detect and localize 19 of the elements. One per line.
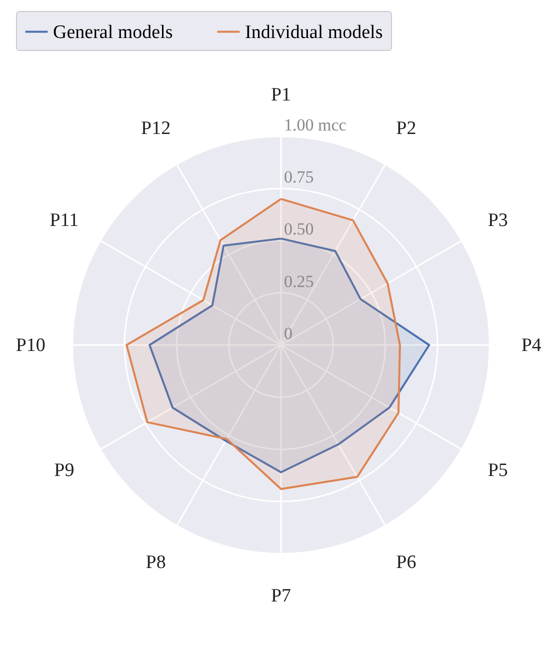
spoke-label: P8	[146, 552, 166, 573]
spoke-label: P10	[16, 335, 46, 356]
y-tick-label: 0.50	[284, 220, 314, 239]
spoke-label: P4	[521, 335, 542, 356]
legend-label: General models	[53, 22, 173, 43]
spoke-label: P6	[396, 552, 416, 573]
spoke-label: P3	[488, 210, 508, 231]
spoke-label: P9	[54, 460, 74, 482]
spoke-label: P2	[396, 118, 416, 140]
y-tick-label: 0.25	[284, 272, 314, 291]
y-tick-label: 0.75	[284, 168, 314, 187]
y-tick-label: 0	[284, 324, 292, 343]
spoke-label: P12	[141, 118, 171, 140]
legend-label: Individual models	[245, 22, 383, 43]
spoke-label: P1	[270, 84, 292, 106]
spoke-label: P5	[488, 460, 508, 482]
spoke-label: P7	[270, 585, 292, 606]
spoke-label: P11	[50, 210, 79, 231]
y-tick-label: 1.00 mcc	[284, 115, 347, 134]
